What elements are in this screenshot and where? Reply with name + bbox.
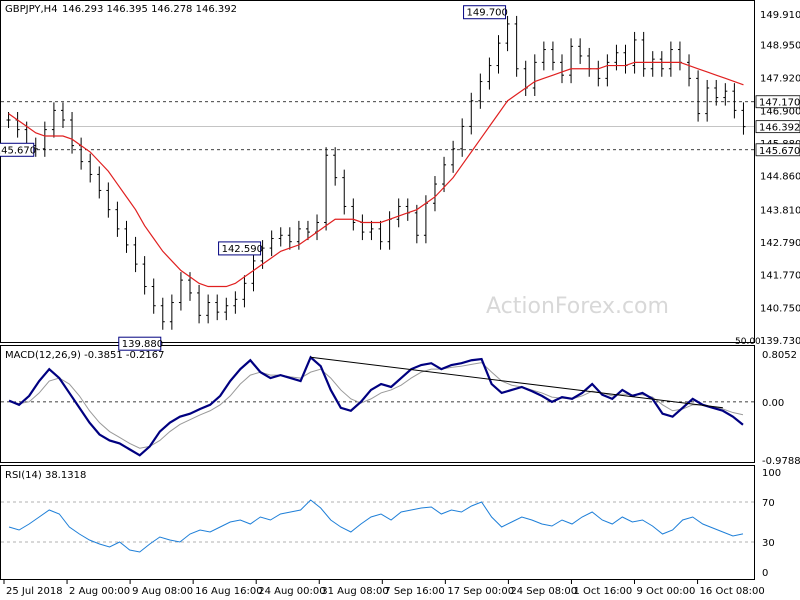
price-tick-label: 147.920 [760, 74, 800, 85]
price-tick-label: 141.770 [760, 271, 800, 282]
chart-symbol: GBPJPY,H4 [5, 4, 58, 15]
price-tick-label: 140.750 [760, 303, 800, 314]
moving-average-line [8, 61, 744, 288]
x-tick-label: 16 Oct 08:00 [700, 586, 765, 597]
rsi-layer [1, 499, 754, 553]
x-tick-label: 2 Aug 00:00 [69, 586, 130, 597]
x-tick-label: 24 Aug 00:00 [258, 586, 325, 597]
level-tag-bg-1 [755, 143, 800, 157]
x-tick-label: 31 Aug 08:00 [321, 586, 388, 597]
price-panel [0, 0, 755, 343]
annotation-label-1: 145.670 [0, 145, 36, 156]
x-tick-label: 24 Sep 08:00 [510, 586, 577, 597]
x-tick-label: 16 Aug 16:00 [195, 586, 262, 597]
rsi-tick-label: 70 [762, 498, 775, 509]
current-price-tag-bg [755, 120, 800, 134]
watermark: ActionForex.com [486, 294, 669, 319]
rsi-title: RSI(14) 38.1318 [5, 470, 86, 481]
annotation-box-2 [218, 241, 262, 256]
annotation-label-0: 149.700 [467, 8, 508, 19]
macd-panel [0, 345, 755, 463]
annotation-box-1 [0, 142, 35, 157]
macd-trendline [310, 356, 723, 409]
level-tag-bg-0 [755, 95, 800, 109]
price-tick-label: 143.810 [760, 205, 800, 216]
chart-ohlc: 146.293 146.395 146.278 146.392 [62, 4, 237, 15]
x-tick-label: 9 Aug 08:00 [132, 586, 193, 597]
x-tick-label: 7 Sep 16:00 [384, 586, 444, 597]
level-tag-1: 145.670 [759, 146, 800, 157]
current-price-tag: 146.392 [759, 123, 800, 134]
macd-main-line [8, 355, 744, 457]
x-tick-label: 9 Oct 00:00 [637, 586, 696, 597]
price-tick-label: 139.730 [760, 336, 800, 347]
annotation-label-3: 139.880 [122, 339, 163, 350]
macd-signal-line [8, 362, 744, 449]
price-tick-label: 144.860 [760, 172, 800, 183]
price-tick-label: 148.950 [760, 41, 800, 52]
macd-title: MACD(12,26,9) -0.3851 -0.2167 [5, 350, 165, 361]
rsi-tick-label: 100 [762, 468, 781, 479]
axis-layer: 149.910148.950147.920146.900145.880144.8… [3, 10, 800, 597]
annotation-box-3 [118, 336, 162, 351]
x-tick-label: 17 Sep 00:00 [447, 586, 514, 597]
x-tick-label: 25 Jul 2018 [6, 586, 63, 597]
macd-tick-label: -0.9788 [762, 456, 800, 467]
extra-label: 50.00 [735, 337, 761, 347]
macd-layer [1, 355, 754, 457]
price-layer: 149.700 145.670 142.590 139.880 [0, 5, 754, 351]
rsi-panel [0, 465, 755, 580]
macd-tick-label: 0.00 [762, 398, 784, 409]
rsi-tick-label: 0 [762, 568, 768, 579]
level-tag-0: 147.170 [759, 98, 800, 109]
rsi-line [8, 499, 744, 553]
annotation-box-0 [463, 5, 507, 20]
price-tick-label: 149.910 [760, 10, 800, 21]
macd-tick-label: 0.8052 [762, 350, 797, 361]
price-tick-label: 142.790 [760, 238, 800, 249]
price-tick-label: 146.900 [760, 106, 800, 117]
rsi-tick-label: 30 [762, 538, 775, 549]
x-tick-label: 1 Oct 16:00 [573, 586, 632, 597]
annotation-label-2: 142.590 [222, 244, 263, 255]
